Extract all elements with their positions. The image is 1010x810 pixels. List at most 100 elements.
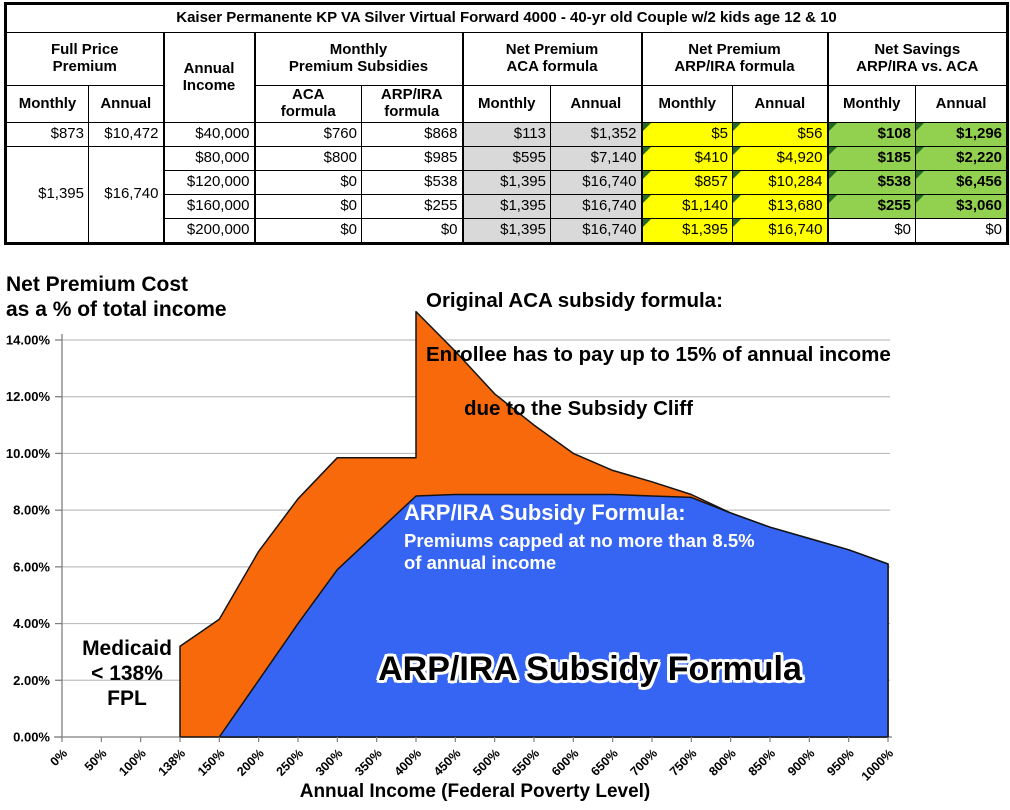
cell-savings-annual: $3,060 xyxy=(914,194,1009,219)
subheader-aca-formula: ACA formula xyxy=(253,85,362,123)
svg-text:100%: 100% xyxy=(116,746,149,779)
medicaid-annotation: Medicaid < 138% FPL xyxy=(82,637,172,710)
svg-text:0%: 0% xyxy=(47,746,70,769)
cell-income: $200,000 xyxy=(162,218,255,244)
cell-net-aca-annual: $16,740 xyxy=(550,218,642,244)
subheader-arp-formula: ARP/IRA formula xyxy=(361,85,463,123)
cell-subsidy-arp: $255 xyxy=(361,194,463,219)
cell-savings-monthly: $0 xyxy=(826,218,916,244)
svg-text:550%: 550% xyxy=(510,746,543,779)
premium-subsidy-table: Kaiser Permanente KP VA Silver Virtual F… xyxy=(4,2,1010,245)
header-annual-income: Annual Income xyxy=(162,32,255,123)
svg-text:950%: 950% xyxy=(824,746,857,779)
svg-text:500%: 500% xyxy=(470,746,503,779)
cell-net-arp-monthly: $5 xyxy=(640,122,733,147)
cell-income: $160,000 xyxy=(162,194,255,219)
cell-net-arp-annual: $10,284 xyxy=(732,170,828,195)
cell-savings-annual: $0 xyxy=(914,218,1009,244)
svg-text:1000%: 1000% xyxy=(859,746,896,783)
cell-net-arp-annual: $16,740 xyxy=(732,218,828,244)
cell-net-aca-annual: $1,352 xyxy=(550,122,642,147)
cell-savings-monthly: $538 xyxy=(826,170,916,195)
header-net-premium-aca: Net Premium ACA formula xyxy=(461,32,642,86)
cell-net-aca-annual: $7,140 xyxy=(550,146,642,171)
subheader-monthly: Monthly xyxy=(826,85,916,123)
cell-income: $80,000 xyxy=(162,146,255,171)
svg-text:0.00%: 0.00% xyxy=(13,730,50,745)
table-row: $120,000 $0 $538 $1,395 $16,740 $857 $10… xyxy=(6,170,1009,195)
svg-text:50%: 50% xyxy=(82,746,110,774)
svg-text:650%: 650% xyxy=(588,746,621,779)
svg-text:4.00%: 4.00% xyxy=(13,616,50,631)
header-net-premium-arp: Net Premium ARP/IRA formula xyxy=(640,32,828,86)
arp-formula-annotation-body: Premiums capped at no more than 8.5% of … xyxy=(404,530,755,573)
subheader-annual: Annual xyxy=(550,85,642,123)
svg-text:138%: 138% xyxy=(156,746,189,779)
cell-savings-annual: $2,220 xyxy=(914,146,1009,171)
cell-net-arp-monthly: $1,140 xyxy=(640,194,733,219)
subheader-annual: Annual xyxy=(88,85,164,123)
cell-subsidy-aca: $760 xyxy=(253,122,362,147)
svg-text:400%: 400% xyxy=(392,746,425,779)
header-net-savings: Net Savings ARP/IRA vs. ACA xyxy=(826,32,1009,86)
cell-net-aca-monthly: $595 xyxy=(461,146,551,171)
arp-formula-annotation-heading: ARP/IRA Subsidy Formula: xyxy=(404,500,686,525)
cell-subsidy-aca: $0 xyxy=(253,194,362,219)
svg-text:800%: 800% xyxy=(706,746,739,779)
table-row: $200,000 $0 $0 $1,395 $16,740 $1,395 $16… xyxy=(6,218,1009,244)
cell-net-arp-annual: $56 xyxy=(732,122,828,147)
svg-text:250%: 250% xyxy=(274,746,307,779)
cell-net-arp-annual: $13,680 xyxy=(732,194,828,219)
table-row: $873 $10,472 $40,000 $760 $868 $113 $1,3… xyxy=(5,122,1009,147)
cell-net-aca-annual: $16,740 xyxy=(550,194,642,219)
svg-text:200%: 200% xyxy=(234,746,267,779)
cell-net-arp-annual: $4,920 xyxy=(732,146,828,171)
aca-annotation-line1: Original ACA subsidy formula: xyxy=(426,289,723,312)
cell-income: $120,000 xyxy=(162,170,255,195)
subheader-monthly: Monthly xyxy=(640,85,733,123)
svg-text:900%: 900% xyxy=(785,746,818,779)
subheader-monthly: Monthly xyxy=(461,85,551,123)
svg-text:8.00%: 8.00% xyxy=(13,503,50,518)
svg-text:150%: 150% xyxy=(195,746,228,779)
aca-annotation-line2: Enrollee has to pay up to 15% of annual … xyxy=(426,343,891,366)
premium-table-wrap: Kaiser Permanente KP VA Silver Virtual F… xyxy=(4,2,1010,245)
cell-net-aca-monthly: $1,395 xyxy=(461,194,551,219)
cell-savings-monthly: $185 xyxy=(826,146,916,171)
svg-text:6.00%: 6.00% xyxy=(13,559,50,574)
subheader-annual: Annual xyxy=(914,85,1009,123)
cell-subsidy-arp: $985 xyxy=(361,146,463,171)
cell-full-annual-merged: $16,740 xyxy=(88,146,164,244)
aca-annotation-line3: due to the Subsidy Cliff xyxy=(464,397,693,420)
cell-subsidy-arp: $868 xyxy=(361,122,463,147)
subheader-annual: Annual xyxy=(732,85,828,123)
svg-text:850%: 850% xyxy=(746,746,779,779)
svg-text:14.00%: 14.00% xyxy=(6,333,51,348)
x-axis-title: Annual Income (Federal Poverty Level) xyxy=(299,781,651,802)
cell-full-annual: $10,472 xyxy=(88,122,164,147)
cell-net-arp-monthly: $1,395 xyxy=(640,218,733,244)
chart-title: Net Premium Cost as a % of total income xyxy=(6,273,227,321)
table-row: $1,395 $16,740 $80,000 $800 $985 $595 $7… xyxy=(5,146,1009,244)
cell-net-arp-monthly: $410 xyxy=(640,146,733,171)
svg-text:12.00%: 12.00% xyxy=(6,389,51,404)
table-row: $160,000 $0 $255 $1,395 $16,740 $1,140 $… xyxy=(6,194,1009,219)
cell-savings-monthly: $108 xyxy=(826,122,916,147)
cell-savings-monthly: $255 xyxy=(826,194,916,219)
cell-net-aca-annual: $16,740 xyxy=(550,170,642,195)
svg-text:600%: 600% xyxy=(549,746,582,779)
svg-text:10.00%: 10.00% xyxy=(6,446,51,461)
cell-net-aca-monthly: $1,395 xyxy=(461,218,551,244)
cell-full-monthly: $873 xyxy=(5,122,89,147)
cell-savings-annual: $6,456 xyxy=(914,170,1009,195)
svg-text:750%: 750% xyxy=(667,746,700,779)
svg-text:350%: 350% xyxy=(352,746,385,779)
cell-subsidy-aca: $0 xyxy=(253,170,362,195)
svg-text:300%: 300% xyxy=(313,746,346,779)
aca-formula-annotation: Original ACA subsidy formula: Enrollee h… xyxy=(426,260,891,449)
cell-subsidy-arp: $538 xyxy=(361,170,463,195)
cell-net-aca-monthly: $113 xyxy=(461,122,551,147)
cell-savings-annual: $1,296 xyxy=(914,122,1009,147)
cell-subsidy-arp: $0 xyxy=(361,218,463,244)
